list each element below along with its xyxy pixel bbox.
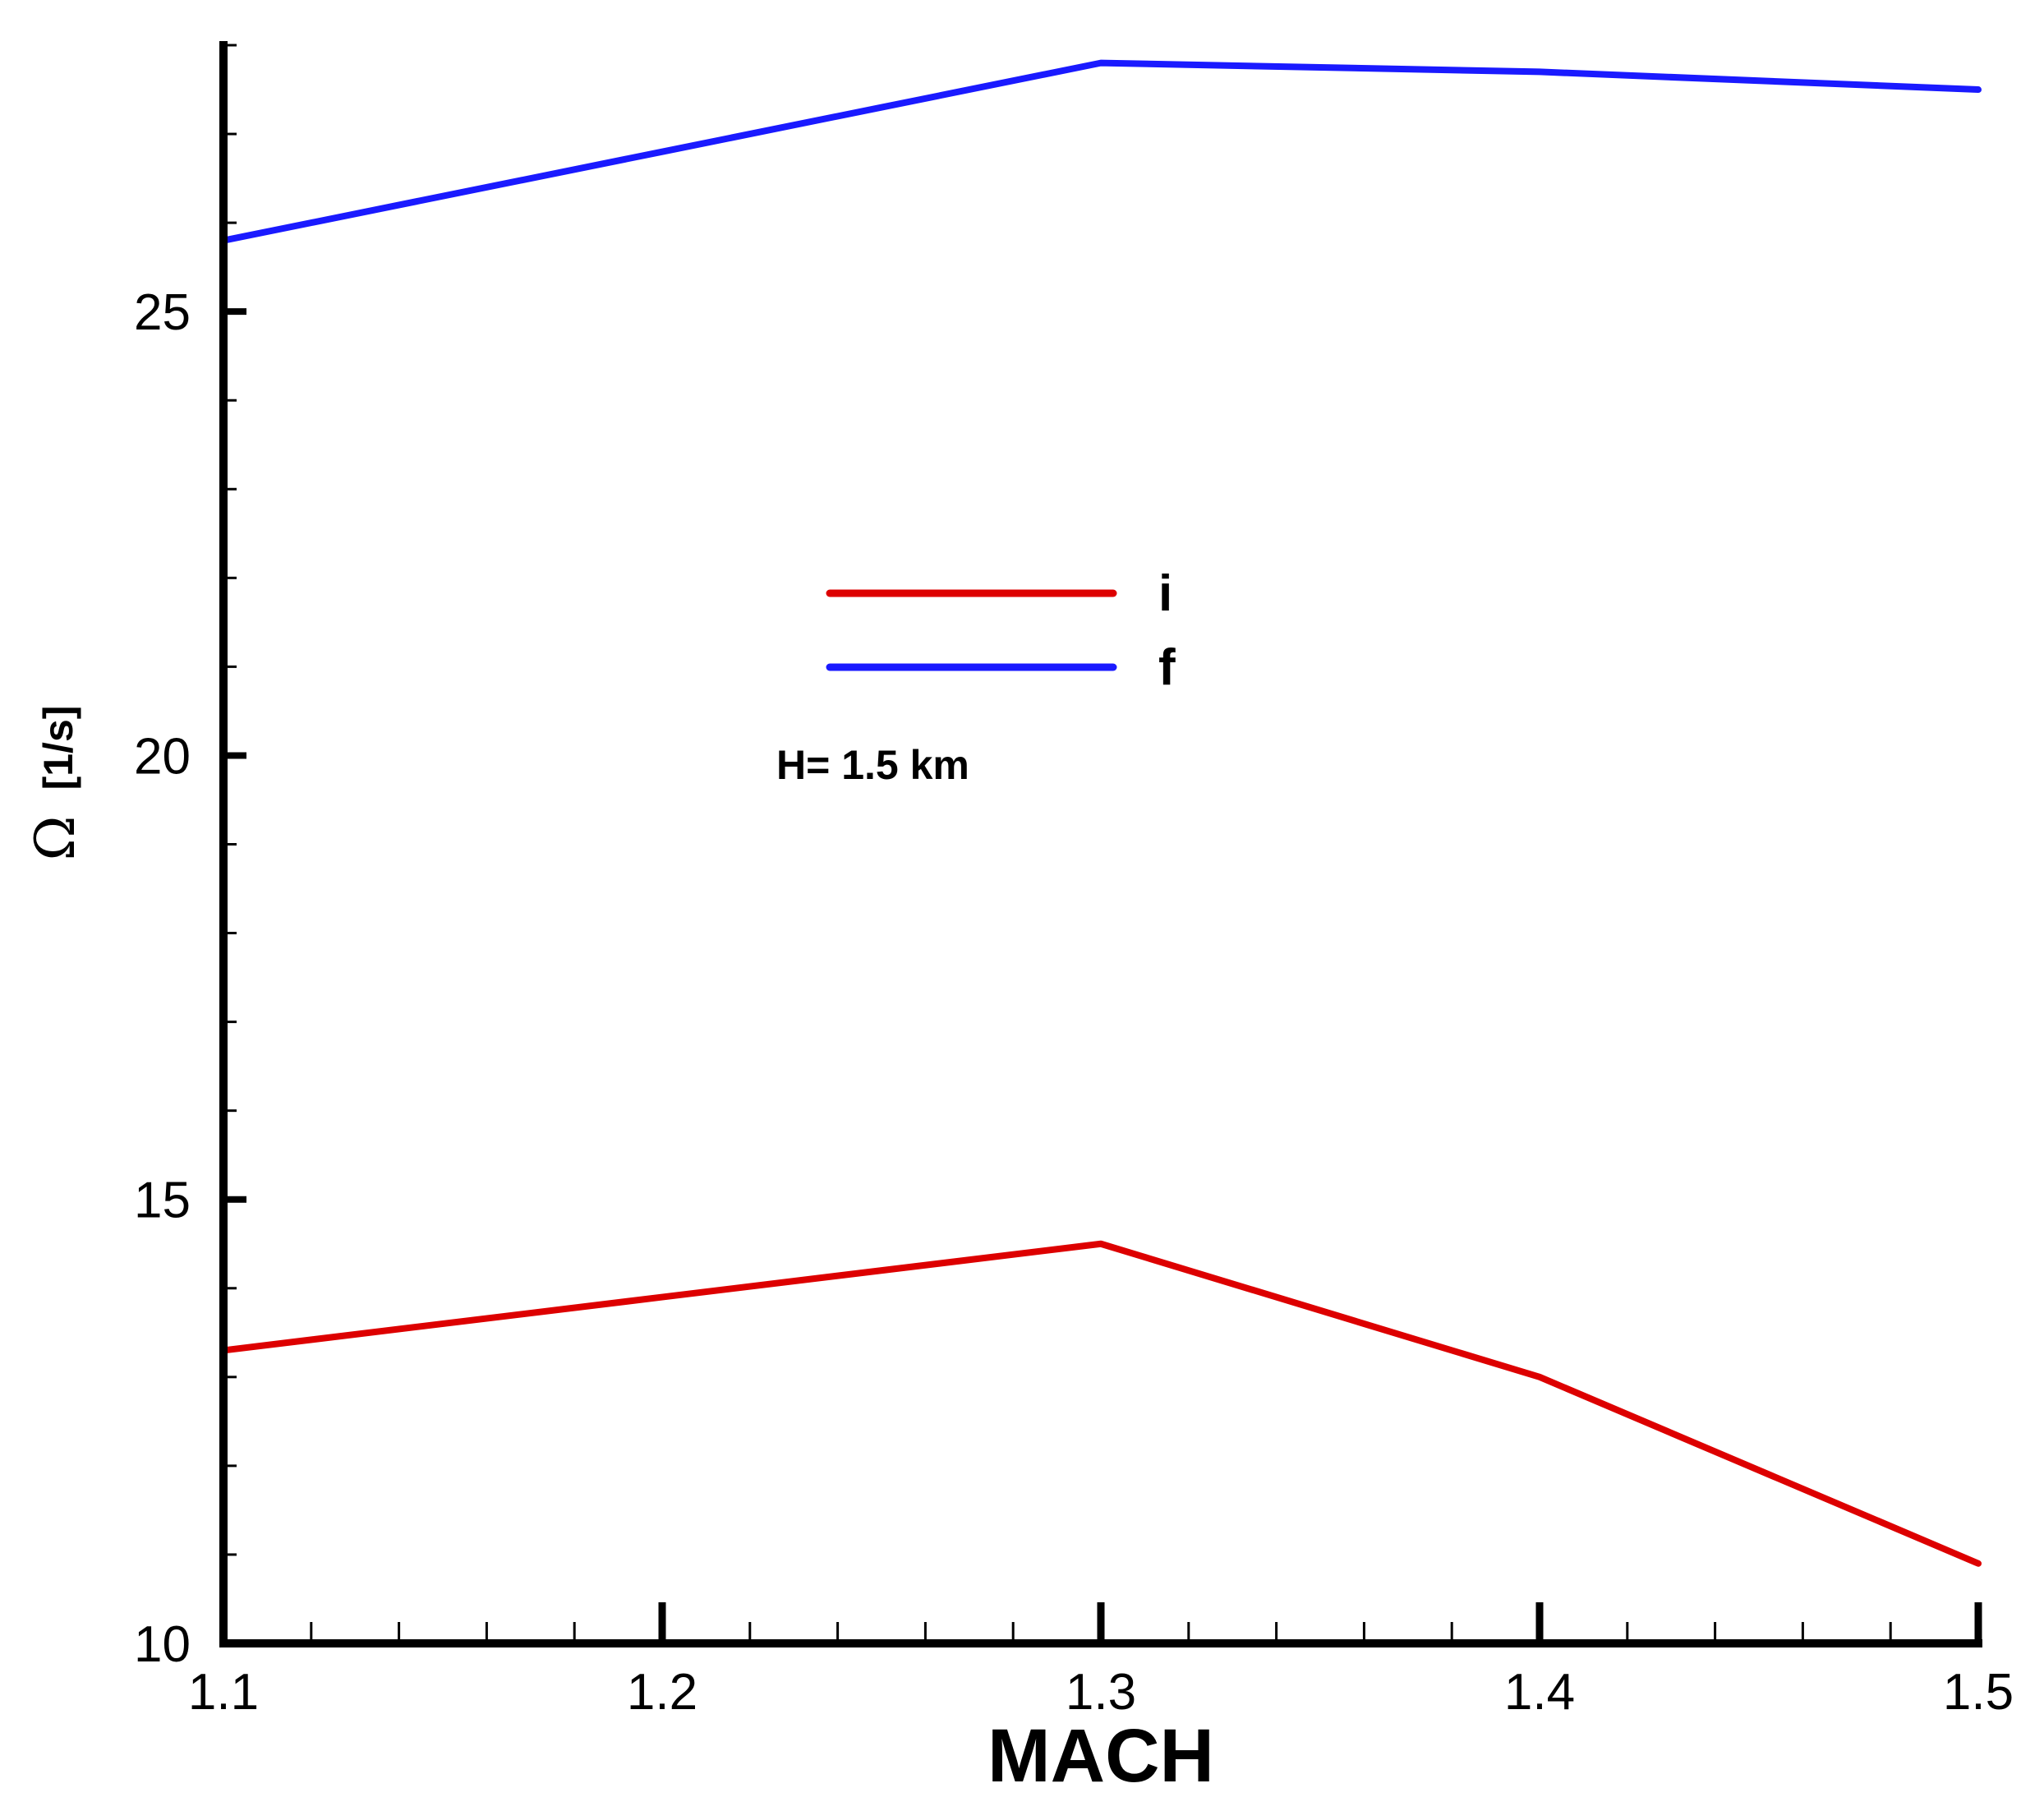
annotation-altitude: H= 1.5 km [776, 742, 969, 788]
x-tick-label: 1.3 [1066, 1664, 1136, 1721]
tick-labels: 10 15 20 25 1.1 1.2 1.3 1.4 1.5 [134, 284, 2014, 1721]
legend-label-i: i [1158, 565, 1172, 622]
x-tick-label: 1.1 [188, 1664, 259, 1721]
series-layer [220, 59, 1982, 1567]
ticks-layer [219, 44, 1982, 1647]
y-tick-label: 15 [134, 1173, 191, 1229]
x-axis-title: MACH [987, 1714, 1214, 1798]
y-tick-label: 10 [134, 1616, 191, 1673]
x-tick-label: 1.5 [1943, 1664, 2014, 1721]
series-line-i [220, 1240, 1982, 1567]
x-tick-label: 1.4 [1504, 1664, 1575, 1721]
series-line-f [220, 59, 1982, 244]
y-tick-label: 25 [134, 284, 191, 341]
y-axis-title: Ω [1/s] [24, 706, 87, 861]
legend: i f [826, 565, 1176, 696]
y-tick-label: 20 [134, 728, 191, 785]
y-axis-title-unit: [1/s] [35, 706, 81, 790]
legend-label-f: f [1158, 639, 1176, 696]
x-tick-label: 1.2 [627, 1664, 697, 1721]
y-axis-title-symbol: Ω [24, 816, 87, 861]
